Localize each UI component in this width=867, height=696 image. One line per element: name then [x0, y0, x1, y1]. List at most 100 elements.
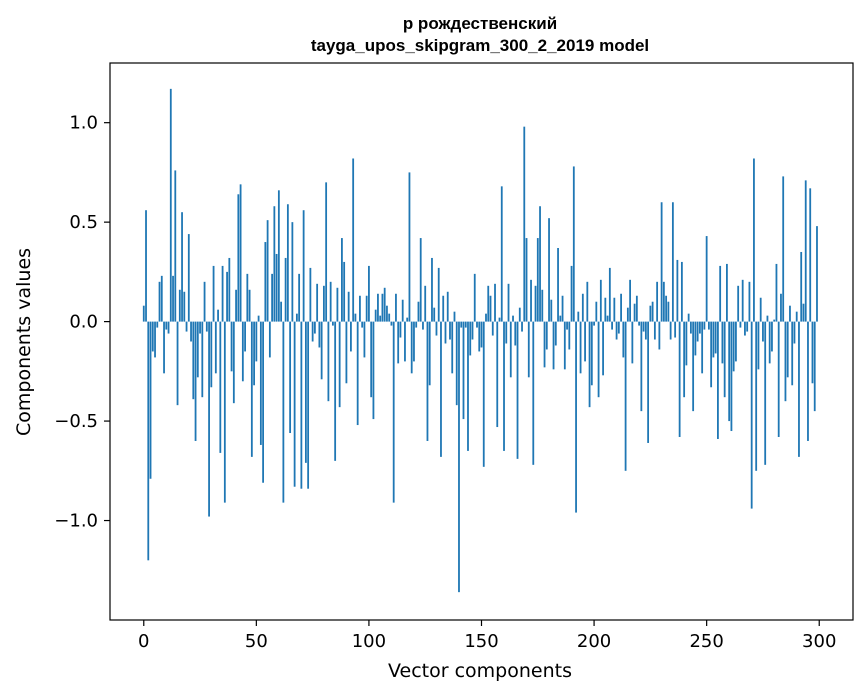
bar-4	[151, 321, 154, 352]
y-axis-label: Components values	[13, 248, 35, 436]
bar-79	[320, 321, 323, 380]
bar-26	[201, 321, 204, 398]
bar-214	[624, 321, 627, 471]
bar-176	[539, 206, 541, 322]
bar-5	[154, 321, 156, 358]
bar-137	[451, 321, 454, 374]
bar-160	[503, 321, 505, 451]
bar-227	[653, 321, 656, 340]
bar-66	[291, 222, 294, 322]
bar-111	[392, 321, 395, 503]
bar-28	[205, 321, 208, 332]
bar-31	[212, 265, 215, 322]
bar-89	[343, 261, 346, 322]
bar-49	[253, 321, 255, 386]
bar-106	[381, 293, 384, 322]
bar-60	[277, 190, 280, 322]
bar-173	[532, 321, 535, 465]
bar-13	[172, 275, 174, 322]
bar-209	[613, 297, 616, 322]
bar-248	[701, 321, 704, 374]
bar-103	[374, 309, 377, 322]
bar-194	[579, 321, 582, 374]
bar-260	[728, 321, 731, 422]
bar-19	[185, 321, 188, 332]
bar-69	[298, 273, 301, 322]
bar-128	[431, 257, 433, 322]
bar-159	[500, 186, 503, 322]
bar-42	[237, 194, 240, 322]
bar-275	[762, 321, 764, 342]
bar-229	[658, 321, 661, 350]
bar-162	[507, 283, 510, 322]
bar-75	[311, 321, 314, 342]
bar-100	[368, 265, 370, 322]
bar-105	[379, 315, 382, 322]
bar-295	[807, 321, 809, 441]
bar-41	[235, 289, 237, 322]
bar-250	[705, 236, 708, 322]
bar-273	[757, 321, 760, 370]
bar-145	[469, 321, 472, 356]
bar-226	[651, 301, 654, 322]
bar-74	[309, 267, 312, 322]
bar-12	[169, 88, 172, 322]
bar-297	[811, 321, 814, 384]
bar-174	[534, 285, 537, 322]
bar-38	[228, 257, 231, 322]
bar-54	[264, 242, 267, 322]
bar-168	[521, 321, 523, 332]
bar-53	[262, 321, 264, 483]
bar-204	[602, 321, 604, 376]
bar-299	[816, 226, 818, 322]
bar-223	[644, 321, 647, 340]
bar-40	[232, 321, 235, 404]
bar-125	[424, 285, 427, 322]
bar-232	[665, 295, 668, 322]
bar-65	[289, 321, 292, 434]
bar-16	[178, 289, 181, 322]
y-axis-ticks: −1.0 −0.5 0.0 0.5 1.0	[54, 113, 110, 532]
bar-240	[683, 321, 686, 398]
bar-10	[165, 321, 168, 330]
y-tick-label: −1.0	[54, 511, 98, 532]
bar-30	[210, 321, 213, 388]
bar-242	[687, 313, 690, 322]
bar-9	[163, 321, 165, 374]
bar-257	[721, 321, 724, 364]
bar-172	[530, 279, 532, 322]
bar-251	[708, 321, 710, 330]
bar-293	[802, 303, 805, 322]
bar-56	[268, 321, 271, 358]
bar-14	[174, 170, 177, 322]
bar-254	[714, 321, 717, 354]
bar-141	[460, 321, 463, 328]
bar-200	[593, 321, 595, 326]
bar-155	[491, 321, 494, 336]
bar-192	[575, 321, 577, 513]
bar-148	[476, 321, 478, 328]
bar-286	[786, 321, 789, 378]
bar-182	[552, 321, 555, 370]
bar-221	[640, 321, 643, 412]
bar-255	[717, 321, 719, 439]
bar-279	[771, 321, 773, 352]
bar-73	[307, 321, 310, 489]
bar-70	[300, 321, 303, 489]
bar-22	[192, 321, 195, 400]
bar-23	[194, 321, 197, 441]
bar-165	[514, 321, 517, 346]
bar-203	[599, 279, 602, 322]
bar-244	[692, 321, 695, 412]
bar-32	[214, 321, 217, 374]
bar-259	[726, 263, 728, 322]
bar-170	[525, 238, 528, 322]
bar-110	[390, 321, 393, 326]
bar-186	[561, 295, 564, 322]
bar-150	[480, 321, 483, 348]
y-tick-label: −0.5	[54, 411, 98, 432]
bar-90	[345, 321, 348, 384]
bar-102	[372, 321, 375, 420]
bar-43	[239, 184, 242, 322]
